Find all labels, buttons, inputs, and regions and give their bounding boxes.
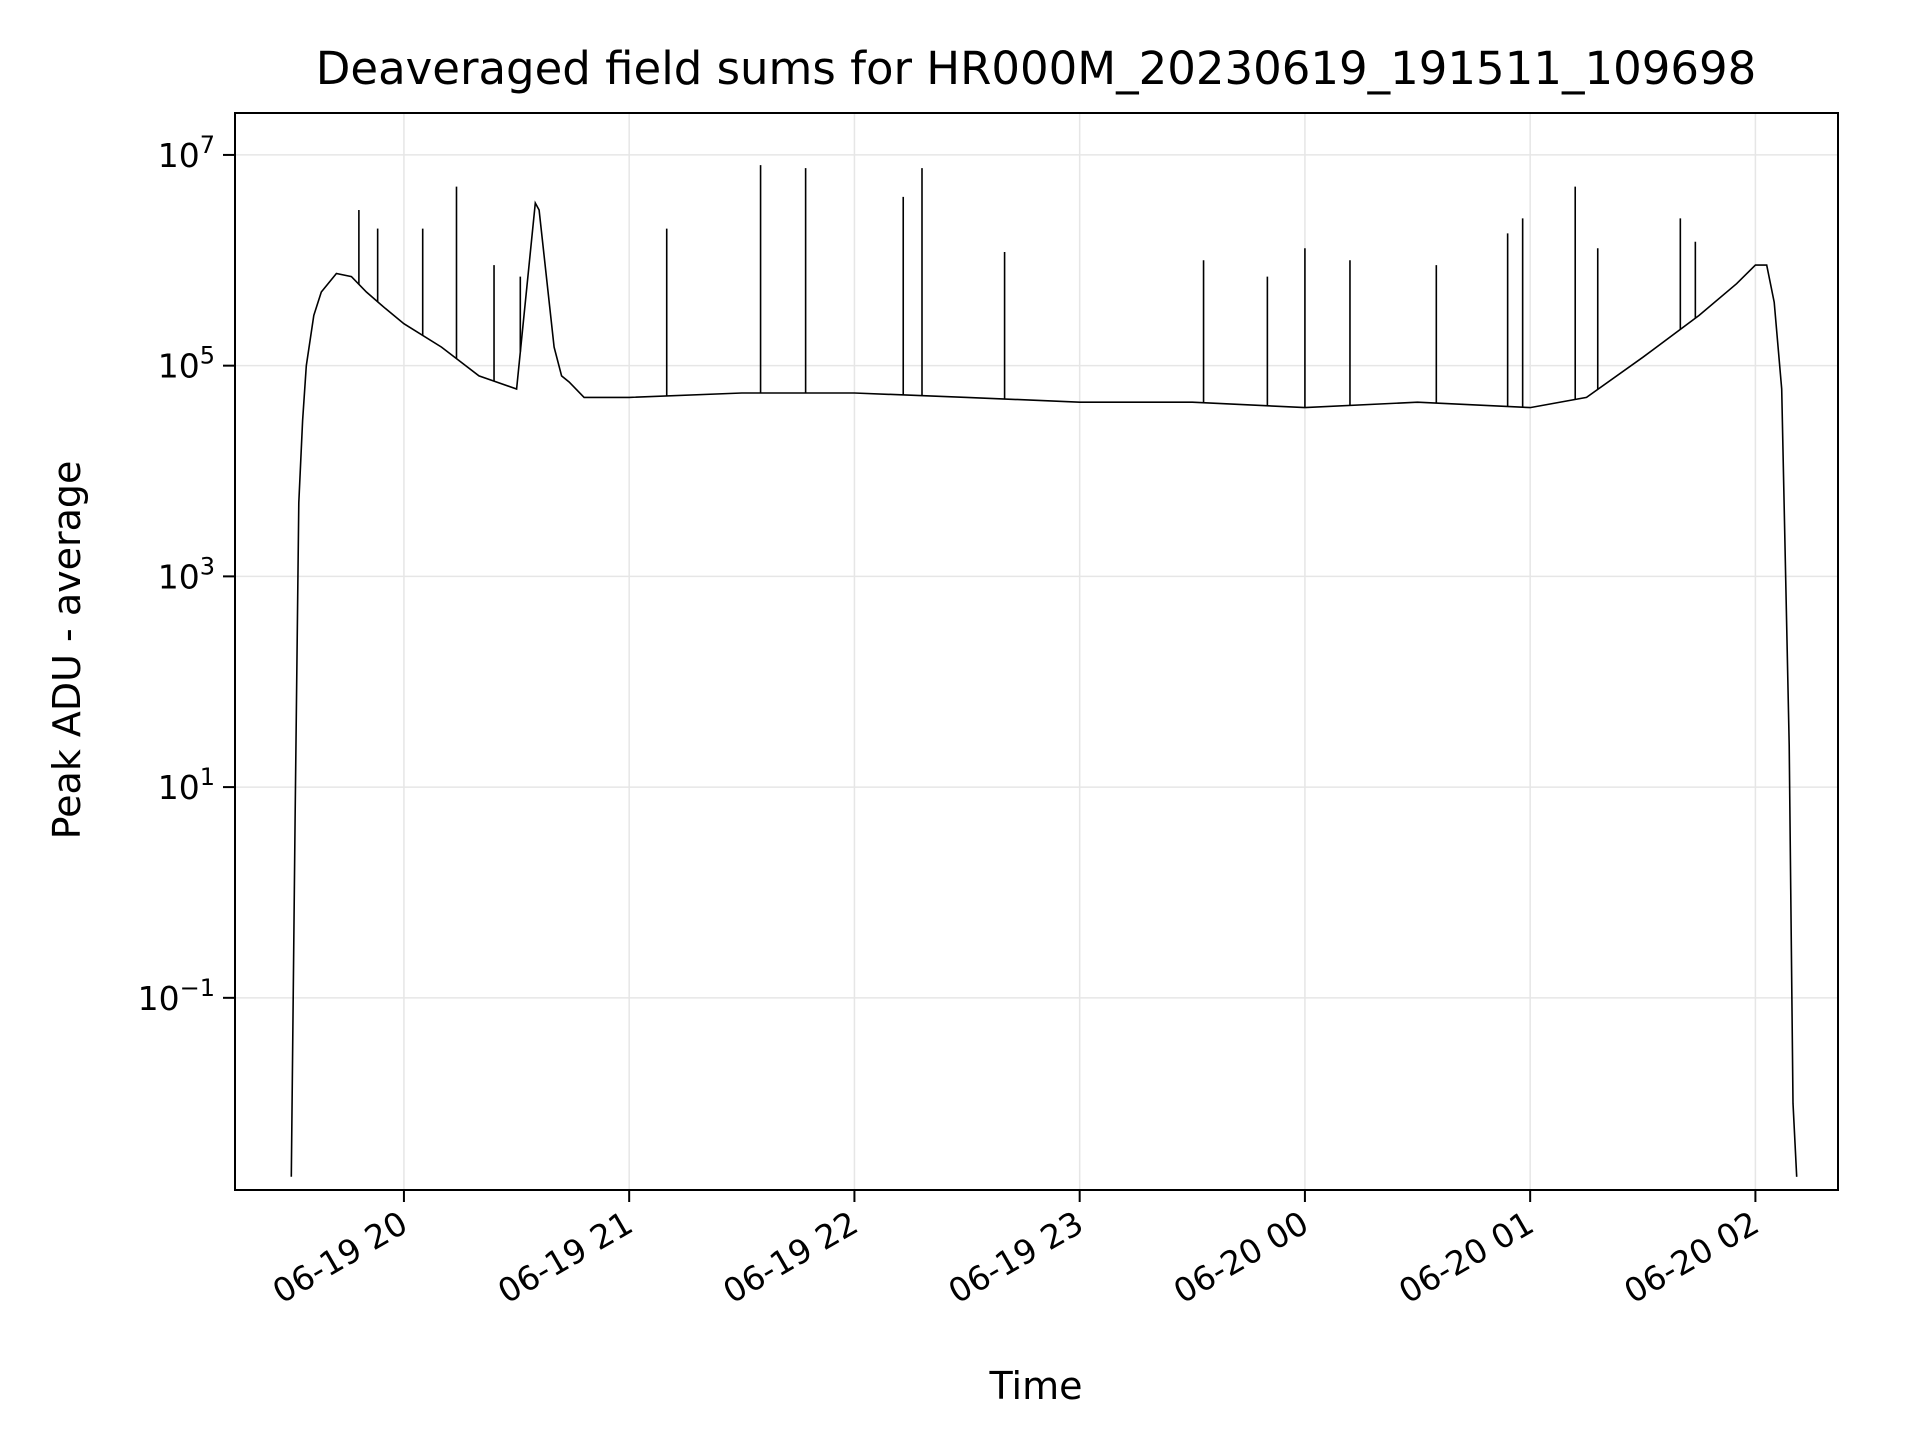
y-tick-exponent: −1	[180, 974, 215, 1002]
plot-frame	[234, 112, 1839, 1191]
chart-title: Deaveraged field sums for HR000M_2023061…	[316, 42, 1756, 95]
y-tick-label: 101	[158, 763, 215, 807]
plot-lines	[290, 165, 1798, 1177]
y-axis-label: Peak ADU - average	[45, 461, 89, 840]
y-tick-label: 10−1	[138, 974, 215, 1018]
y-tick-exponent: 1	[200, 763, 215, 791]
grid	[235, 113, 1838, 1190]
y-tick-base: 10	[158, 347, 200, 386]
series-line	[290, 200, 1798, 1177]
y-tick-exponent: 7	[200, 131, 215, 159]
y-tick-label: 107	[158, 131, 215, 175]
y-tick-label: 105	[158, 342, 215, 386]
y-tick-base: 10	[158, 557, 200, 596]
x-axis-label: Time	[989, 1364, 1083, 1408]
y-tick-base: 10	[138, 979, 180, 1018]
y-tick-base: 10	[158, 136, 200, 175]
y-tick-exponent: 3	[200, 552, 215, 580]
y-tick-label: 103	[158, 552, 215, 596]
y-tick-exponent: 5	[200, 342, 215, 370]
y-tick-base: 10	[158, 768, 200, 807]
